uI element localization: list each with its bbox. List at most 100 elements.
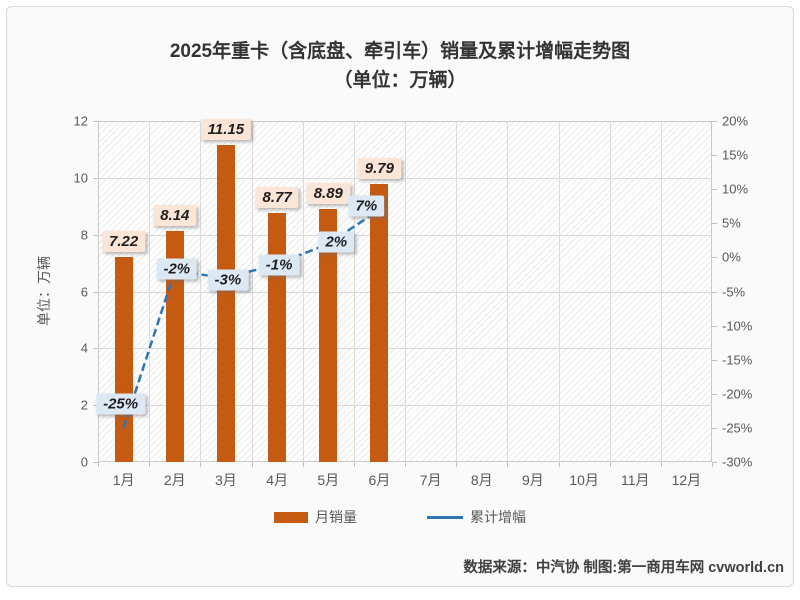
vertical-gridline xyxy=(149,121,151,462)
x-axis-month-label: 6月 xyxy=(368,472,391,488)
monthly-sales-bar xyxy=(370,183,389,462)
x-axis-month-label: 5月 xyxy=(317,472,340,488)
vertical-gridline xyxy=(660,121,662,462)
left-axis-tick xyxy=(93,234,98,236)
growth-line-path xyxy=(122,208,381,429)
monthly-sales-bar xyxy=(319,209,338,462)
cumulative-growth-line xyxy=(122,208,381,429)
bar-value-label: 7.22 xyxy=(101,230,146,252)
right-axis-tick-label: 0% xyxy=(722,249,741,265)
right-axis-tick-label: -15% xyxy=(722,352,753,368)
left-axis-tick-label: 12 xyxy=(73,113,88,129)
x-axis-tick xyxy=(558,462,560,467)
left-axis-title: 单位：万辆 xyxy=(36,256,52,326)
left-axis-tick xyxy=(93,348,98,350)
right-axis-tick xyxy=(712,462,717,463)
x-axis-tick xyxy=(98,462,99,467)
right-axis-tick-label: -10% xyxy=(722,318,753,334)
vertical-gridline xyxy=(353,121,355,462)
bar-value-label: 11.15 xyxy=(200,119,252,141)
right-axis-tick xyxy=(712,427,717,429)
right-axis-tick-label: 10% xyxy=(722,181,749,197)
line-series-swatch-icon xyxy=(427,515,463,519)
right-axis-tick xyxy=(712,257,717,259)
x-axis-month-label: 4月 xyxy=(266,472,288,488)
bar-value-label: 8.14 xyxy=(153,204,197,226)
left-axis-tick-label: 0 xyxy=(80,454,88,470)
chart-title-block: 2025年重卡（含底盘、牵引车）销量及累计增幅走势图 （单位：万辆） xyxy=(0,37,800,95)
x-axis-month-label: 2月 xyxy=(163,472,186,488)
left-axis-tick xyxy=(93,405,98,407)
right-axis-tick-label: -30% xyxy=(722,454,753,470)
growth-value-label: -25% xyxy=(96,393,146,415)
right-axis-tick xyxy=(712,121,717,122)
right-axis-tick-label: 20% xyxy=(722,113,749,129)
x-axis-tick xyxy=(302,462,304,467)
left-axis-tick-label: 6 xyxy=(80,284,88,299)
bar-value-label: 8.77 xyxy=(255,186,299,208)
x-axis-tick xyxy=(405,462,406,467)
legend-item-monthly-sales: 月销量 xyxy=(274,507,357,527)
x-axis-tick xyxy=(456,462,458,467)
x-axis-tick xyxy=(251,462,253,467)
x-axis-month-label: 12月 xyxy=(671,472,702,488)
left-axis-tick xyxy=(93,177,98,179)
vertical-gridline xyxy=(609,121,611,462)
right-axis-tick-label: -5% xyxy=(722,284,746,299)
growth-value-label: -1% xyxy=(258,254,300,276)
x-axis-tick xyxy=(353,462,355,467)
growth-value-label: 7% xyxy=(348,195,385,217)
right-axis-tick xyxy=(712,325,717,327)
x-axis-month-label: 11月 xyxy=(621,472,650,488)
x-axis-month-label: 8月 xyxy=(470,472,493,488)
x-axis-month-label: 1月 xyxy=(112,472,135,488)
right-axis-tick-label: -25% xyxy=(722,420,753,436)
left-axis-tick xyxy=(93,291,98,293)
right-axis-tick xyxy=(712,223,717,225)
bar-series-swatch-icon xyxy=(274,511,308,523)
x-axis-tick xyxy=(507,462,509,467)
chart-title: 2025年重卡（含底盘、牵引车）销量及累计增幅走势图 xyxy=(169,41,631,62)
bar-value-label: 8.89 xyxy=(306,183,350,205)
legend-label-cumulative-growth: 累计增幅 xyxy=(470,509,526,525)
right-axis-tick-label: -20% xyxy=(722,386,753,402)
x-axis-tick xyxy=(200,462,202,467)
growth-value-label: 2% xyxy=(318,231,355,253)
vertical-gridline xyxy=(405,121,406,462)
vertical-gridline xyxy=(200,121,202,462)
left-axis-tick-label: 8 xyxy=(80,227,88,243)
right-axis-tick xyxy=(712,393,717,395)
vertical-gridline xyxy=(456,121,458,462)
left-axis-tick-label: 2 xyxy=(80,397,88,413)
growth-value-label: -2% xyxy=(156,258,198,280)
legend: 月销量 累计增幅 xyxy=(0,507,800,527)
chart-subtitle: （单位：万辆） xyxy=(333,70,467,91)
legend-item-cumulative-growth: 累计增幅 xyxy=(427,507,526,527)
x-axis-month-label: 9月 xyxy=(521,472,544,488)
growth-value-label: -3% xyxy=(207,269,249,291)
vertical-gridline xyxy=(302,121,304,462)
x-axis-tick xyxy=(149,462,151,467)
bar-value-label: 9.79 xyxy=(357,157,401,179)
x-axis-tick xyxy=(660,462,662,467)
right-axis-tick-label: 15% xyxy=(722,147,749,163)
left-axis-tick xyxy=(93,462,98,463)
x-axis-tick xyxy=(712,462,713,467)
right-axis-tick xyxy=(712,359,717,361)
x-axis-month-label: 3月 xyxy=(214,472,237,488)
vertical-gridline xyxy=(251,121,253,462)
monthly-sales-bar xyxy=(216,145,235,462)
right-axis-tick xyxy=(712,155,717,157)
left-axis-tick-label: 10 xyxy=(73,170,88,186)
x-axis-tick xyxy=(609,462,611,467)
vertical-gridline xyxy=(558,121,560,462)
x-axis-month-label: 7月 xyxy=(419,472,442,488)
legend-label-monthly-sales: 月销量 xyxy=(315,509,357,525)
x-axis-month-label: 10月 xyxy=(569,472,599,488)
vertical-gridline xyxy=(507,121,509,462)
left-axis-tick-label: 4 xyxy=(80,340,88,356)
right-axis-tick xyxy=(712,291,717,293)
left-axis-tick xyxy=(93,121,98,122)
right-axis-tick xyxy=(712,189,717,191)
